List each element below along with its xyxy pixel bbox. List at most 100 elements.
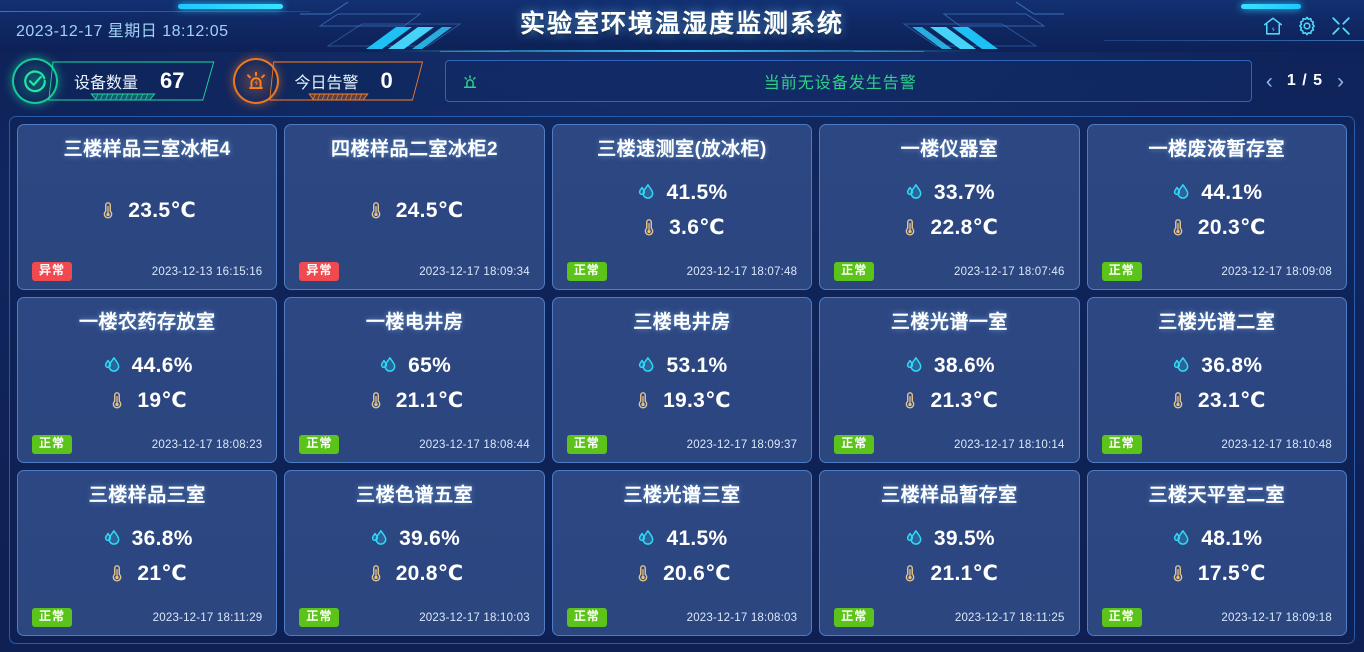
humidity-drop-icon [904,355,924,377]
sensor-card[interactable]: 三楼样品暂存室 39.5% 21.1℃ 正常 2023-12-17 18:11:25 [819,470,1080,636]
alarm-bell-icon [232,58,279,104]
sensor-card-title: 四楼样品二室冰柜2 [331,139,499,160]
humidity-value: 44.1% [1201,181,1263,205]
temperature-value: 22.8℃ [930,216,999,240]
humidity-value: 44.6% [131,354,193,378]
sensor-panel: 三楼样品三室冰柜4 23.5℃ 异常 2023-12-13 16:15:16 四楼样品二… [9,116,1355,644]
sensor-readings: 24.5℃ [299,161,529,262]
sensor-card[interactable]: 一楼废液暂存室 44.1% 20.3℃ 正常 2023-12-17 18:09:08 [1086,124,1347,290]
pagination: ‹ 1 / 5 › [1266,71,1344,92]
status-badge: 异常 [32,262,73,281]
sensor-readings: 44.1% 20.3℃ [1102,161,1332,262]
sensor-readings: 36.8% 23.1℃ [1102,334,1332,435]
kpi-today-alarm-panel: 今日告警 0 [268,61,423,101]
pager-next-button[interactable]: › [1337,69,1344,93]
temperature-reading: 22.8℃ [900,215,998,240]
sensor-card-title: 三楼光谱三室 [623,485,741,506]
sensor-readings: 44.6% 19℃ [32,334,262,435]
status-badge: 正常 [566,435,607,454]
sensor-readings: 39.6% 20.8℃ [299,507,529,608]
thermometer-icon [900,563,920,585]
home-icon[interactable] [1262,15,1284,37]
sensor-card[interactable]: 一楼仪器室 33.7% 22.8℃ 正常 2023-12-17 18:07:46 [819,124,1080,290]
page-title: 实验室环境温湿度监测系统 [519,10,844,38]
temperature-value: 23.5℃ [128,199,197,223]
sensor-card-title: 一楼农药存放室 [78,312,216,333]
kpi-today-alarm-label: 今日告警 [294,75,359,92]
status-badge: 正常 [1101,262,1142,281]
sensor-timestamp: 2023-12-17 18:08:44 [419,438,530,451]
header-datetime: 2023-12-17 星期日 18:12:05 [16,23,229,40]
sensor-card-title: 一楼电井房 [365,312,464,333]
gear-icon[interactable] [1296,15,1318,37]
sensor-card[interactable]: 三楼速测室(放冰柜) 41.5% 3.6℃ 正常 2023-12-17 18:07:48 [551,124,813,290]
humidity-reading: 39.6% [369,527,460,551]
sensor-timestamp: 2023-12-17 18:09:08 [1221,265,1332,278]
sensor-timestamp: 2023-12-17 18:09:18 [1221,611,1332,624]
thermometer-icon [633,563,653,585]
humidity-reading: 36.8% [102,527,193,551]
sensor-card-footer: 正常 2023-12-17 18:10:48 [1101,435,1332,454]
sensor-card[interactable]: 三楼光谱一室 38.6% 21.3℃ 正常 2023-12-17 18:10:14 [819,297,1080,463]
sensor-card-title: 三楼速测室(放冰柜) [597,139,767,160]
sensor-card[interactable]: 三楼样品三室冰柜4 23.5℃ 异常 2023-12-13 16:15:16 [17,124,278,290]
fullscreen-icon[interactable] [1330,15,1352,37]
humidity-value: 41.5% [666,181,728,205]
humidity-drop-icon [904,182,924,204]
humidity-reading: 38.6% [904,354,995,378]
humidity-value: 39.6% [399,527,461,551]
header-accent-bar-right [1241,4,1301,9]
thermometer-icon [366,200,386,222]
humidity-drop-icon [636,182,656,204]
sensor-card[interactable]: 三楼光谱三室 41.5% 20.6℃ 正常 2023-12-17 18:08:03 [551,470,813,636]
kpi-device-count-value: 67 [160,68,185,93]
temperature-value: 21.1℃ [395,389,464,413]
sensor-timestamp: 2023-12-17 18:09:34 [419,265,530,278]
temperature-reading: 19.3℃ [633,388,731,413]
temperature-reading: 20.6℃ [633,561,731,586]
sensor-card[interactable]: 三楼光谱二室 36.8% 23.1℃ 正常 2023-12-17 18:10:48 [1086,297,1347,463]
sensor-readings: 41.5% 20.6℃ [567,507,797,608]
status-badge: 异常 [299,262,340,281]
app-header: 2023-12-17 星期日 18:12:05 实验室环境温湿度监测系统 [0,0,1364,52]
header-title-underline [375,50,989,52]
sensor-card[interactable]: 一楼电井房 65% 21.1℃ 正常 2023-12-17 18:08:44 [284,297,545,463]
status-badge: 正常 [299,435,340,454]
sensor-card[interactable]: 一楼农药存放室 44.6% 19℃ 正常 2023-12-17 18:08:23 [17,297,278,463]
status-badge: 正常 [566,262,607,281]
temperature-reading: 21℃ [107,561,187,586]
sensor-card[interactable]: 三楼样品三室 36.8% 21℃ 正常 2023-12-17 18:11:29 [17,470,278,636]
sensor-card-footer: 正常 2023-12-17 18:09:18 [1101,608,1332,627]
humidity-value: 33.7% [933,181,995,205]
sensor-card-title: 一楼仪器室 [900,139,999,160]
sensor-card-footer: 异常 2023-12-17 18:09:34 [299,262,530,281]
sensor-timestamp: 2023-12-17 18:10:03 [419,611,530,624]
kpi-device-count: 设备数量 67 [12,58,215,104]
humidity-drop-icon [904,528,924,550]
status-badge: 正常 [299,608,340,627]
header-rule-left [0,11,310,12]
humidity-drop-icon [378,355,398,377]
sensor-readings: 38.6% 21.3℃ [834,334,1064,435]
humidity-reading: 44.6% [102,354,193,378]
sensor-card-footer: 正常 2023-12-17 18:08:23 [32,435,262,454]
header-icon-group [1262,15,1352,37]
sensor-card[interactable]: 三楼色谱五室 39.6% 20.8℃ 正常 2023-12-17 18:10:03 [284,470,545,636]
pager-prev-button[interactable]: ‹ [1265,69,1273,93]
thermometer-icon [1168,390,1188,412]
sensor-card[interactable]: 三楼电井房 53.1% 19.3℃ 正常 2023-12-17 18:09:37 [551,297,813,463]
sensor-timestamp: 2023-12-13 16:15:16 [151,265,263,278]
sensor-card-title: 三楼光谱二室 [1158,312,1276,333]
humidity-reading: 53.1% [636,354,727,378]
sensor-card[interactable]: 三楼天平室二室 48.1% 17.5℃ 正常 2023-12-17 18:09:18 [1086,470,1347,636]
humidity-reading: 41.5% [636,181,727,205]
status-badge: 正常 [834,435,875,454]
humidity-value: 36.8% [131,527,193,551]
temperature-value: 20.6℃ [663,562,731,586]
sensor-card-title: 三楼天平室二室 [1148,485,1286,506]
humidity-value: 41.5% [666,527,728,551]
sensor-card[interactable]: 四楼样品二室冰柜2 24.5℃ 异常 2023-12-17 18:09:34 [284,124,545,290]
thermometer-icon [107,563,127,585]
temperature-reading: 24.5℃ [366,198,464,223]
temperature-value: 23.1℃ [1197,389,1266,413]
